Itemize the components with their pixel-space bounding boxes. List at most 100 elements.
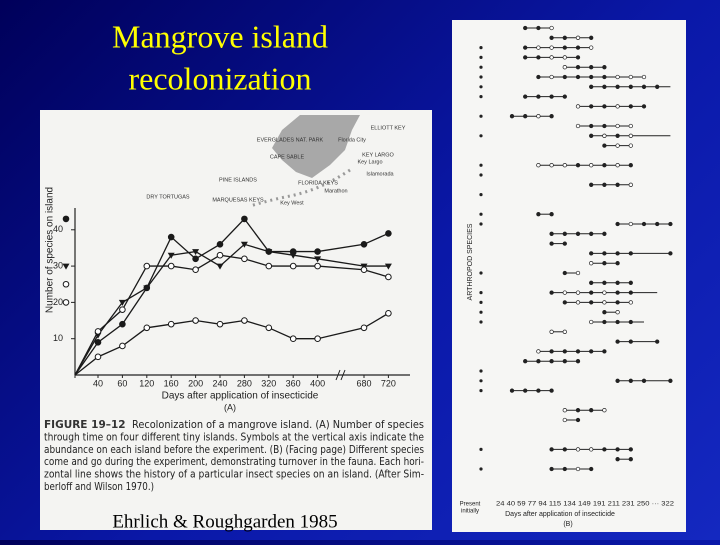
species-dot (641, 74, 647, 80)
species-dot (509, 114, 515, 119)
species-dot (575, 45, 581, 50)
panel-b-x-label: Days after application of insecticide (505, 511, 615, 518)
axis-break (335, 369, 346, 381)
species-dot (575, 55, 581, 60)
species-dot (615, 104, 620, 109)
species-dot (602, 65, 607, 70)
species-dot (549, 329, 554, 334)
x-tick-label: 360 (286, 378, 301, 388)
species-dot (615, 261, 620, 266)
species-dot (602, 251, 607, 256)
species-dot (549, 241, 554, 246)
species-dot (615, 143, 620, 148)
species-dot (562, 300, 567, 305)
point (289, 252, 297, 259)
species-dot (562, 270, 567, 276)
x-tick-label: 680 (356, 378, 371, 388)
point (216, 241, 224, 248)
species-dot (575, 408, 581, 413)
species-dot (562, 417, 567, 423)
initial-dot (479, 271, 483, 275)
initial-dot (479, 75, 483, 79)
species-dot (628, 123, 633, 129)
species-dot (589, 133, 594, 138)
species-dot (589, 447, 594, 452)
species-dot (523, 55, 528, 60)
map-label: ELLIOTT KEY (371, 125, 406, 131)
species-dot (628, 182, 633, 187)
species-dot (562, 231, 567, 236)
y-tick-label: 10 (53, 333, 63, 343)
panel-b-ticks: 24 40 59 77 94 115 134 149 191 211 231 2… (496, 502, 675, 508)
species-dot (536, 114, 541, 119)
species-dot (536, 55, 541, 60)
initial-dot (479, 95, 483, 99)
map-label: PINE ISLANDS (219, 177, 257, 183)
species-dot (602, 74, 607, 80)
species-dot (589, 182, 594, 187)
species-dot (628, 378, 633, 383)
initial-dot (479, 114, 483, 118)
x-tick-label: 240 (212, 378, 227, 388)
initial-dot (479, 222, 483, 226)
initial-dot (479, 55, 483, 60)
species-dot (602, 104, 607, 109)
initial-dot (479, 467, 483, 471)
point (384, 263, 392, 270)
species-dot (641, 84, 647, 89)
point (241, 255, 248, 263)
species-dot (575, 123, 581, 129)
species-dot (562, 447, 567, 452)
species-dot (655, 339, 660, 344)
map-label: Key Largo (357, 159, 382, 165)
species-dot (628, 300, 633, 305)
species-dot (615, 74, 620, 80)
point (360, 266, 368, 274)
species-dot (562, 94, 567, 99)
species-dot (575, 270, 581, 276)
species-dot (536, 163, 541, 168)
species-dot (589, 408, 594, 413)
species-dot (562, 408, 567, 413)
map-label: Marathon (324, 188, 347, 194)
species-dot (589, 466, 594, 472)
species-dot (549, 74, 554, 80)
species-dot (615, 251, 620, 256)
species-dot (575, 359, 581, 364)
species-dot (523, 114, 528, 119)
x-tick-label: 400 (310, 378, 325, 388)
species-dot (589, 123, 594, 129)
point (241, 317, 248, 324)
initial-dot (479, 320, 483, 324)
species-dot (562, 329, 567, 334)
point (62, 280, 70, 288)
point (62, 299, 70, 306)
point (167, 262, 175, 270)
map-label: EVERGLADES NAT. PARK (257, 137, 324, 143)
point (265, 249, 273, 256)
point (118, 299, 126, 306)
species-dot (575, 447, 581, 452)
species-dot (602, 231, 607, 236)
species-dot (549, 35, 554, 40)
species-dot (589, 349, 594, 354)
species-dot (615, 182, 620, 187)
initial-dot (479, 212, 483, 216)
map-label: MARQUESAS KEYS (212, 197, 264, 203)
species-dot (628, 280, 633, 285)
point (143, 285, 151, 292)
point (314, 335, 321, 342)
species-dot (628, 447, 633, 452)
species-dot (628, 104, 633, 109)
species-dot (602, 182, 607, 187)
species-dot (536, 349, 541, 354)
point (167, 252, 175, 259)
species-dot (628, 319, 633, 325)
point (385, 230, 392, 237)
citation: Ehrlich & Roughgarden 1985 (112, 511, 337, 532)
point (192, 255, 199, 263)
species-dot (562, 241, 567, 246)
title-line: recolonization (128, 60, 311, 96)
species-dot (602, 163, 607, 168)
species-dot (615, 378, 620, 383)
